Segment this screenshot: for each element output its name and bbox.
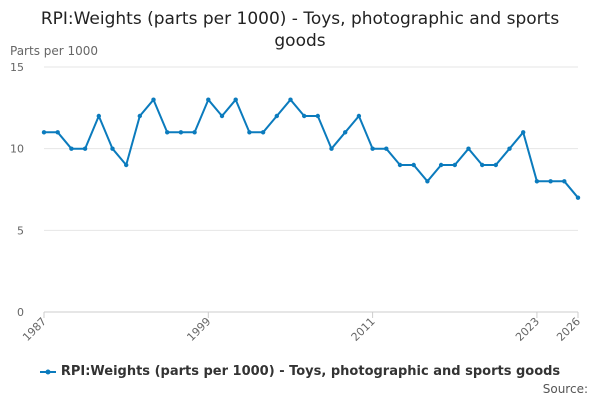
data-point <box>151 97 156 102</box>
data-point <box>521 130 526 135</box>
source-label: Source: <box>542 382 588 396</box>
data-point <box>329 146 334 151</box>
data-point <box>247 130 252 135</box>
y-axis-label: Parts per 1000 <box>10 44 99 58</box>
data-point <box>219 113 225 119</box>
data-point <box>55 130 60 135</box>
y-tick-label: 15 <box>10 61 24 74</box>
data-point <box>480 162 485 168</box>
legend[interactable]: RPI:Weights (parts per 1000) - Toys, pho… <box>0 364 600 379</box>
data-point <box>165 130 170 135</box>
data-point <box>562 179 567 184</box>
data-point <box>397 162 403 168</box>
data-point <box>82 146 88 151</box>
data-point <box>288 97 293 102</box>
data-point <box>315 113 320 119</box>
x-tick-label: 2023 <box>513 315 542 344</box>
data-point <box>178 130 184 135</box>
data-point <box>425 179 430 184</box>
data-point <box>370 146 375 151</box>
series-line <box>44 98 579 199</box>
legend-label: RPI:Weights (parts per 1000) - Toys, pho… <box>60 364 561 379</box>
chart-title: RPI:Weights (parts per 1000) - Toys, pho… <box>40 9 560 51</box>
data-point <box>96 113 102 119</box>
x-tick-label: 2026 <box>554 315 583 344</box>
data-point <box>137 113 142 119</box>
data-point <box>534 179 540 184</box>
y-tick-label: 0 <box>17 306 24 319</box>
data-point <box>466 146 471 151</box>
data-point <box>452 162 457 168</box>
data-point <box>69 146 74 151</box>
data-point <box>343 130 348 135</box>
y-tick-label: 5 <box>17 224 24 237</box>
data-point <box>233 97 238 102</box>
data-point <box>438 162 444 168</box>
data-point <box>206 97 211 102</box>
data-point <box>507 146 512 151</box>
x-tick-label: 1987 <box>20 315 49 344</box>
x-tick-label: 2011 <box>349 315 378 344</box>
data-point <box>110 146 115 151</box>
data-point <box>411 162 416 168</box>
data-point <box>302 113 307 119</box>
data-point <box>260 130 266 135</box>
data-point <box>548 179 553 184</box>
data-point <box>356 113 362 119</box>
data-point <box>575 195 581 200</box>
data-point <box>274 113 279 119</box>
data-point <box>41 130 47 135</box>
y-tick-label: 10 <box>10 143 24 156</box>
x-tick-label: 1999 <box>184 315 213 344</box>
data-point <box>124 162 129 168</box>
data-point <box>384 146 389 151</box>
data-point <box>192 130 197 135</box>
legend-swatch-icon <box>39 369 56 374</box>
data-point <box>493 162 498 168</box>
